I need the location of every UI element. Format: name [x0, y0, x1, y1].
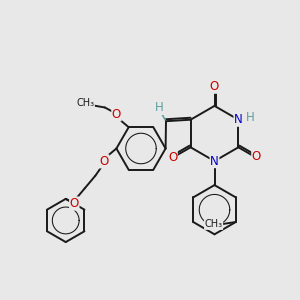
Text: O: O — [210, 80, 219, 93]
Text: N: N — [210, 154, 219, 168]
Text: O: O — [100, 155, 109, 168]
Text: O: O — [168, 151, 177, 164]
Text: O: O — [252, 150, 261, 164]
Text: CH₃: CH₃ — [76, 98, 94, 108]
Text: O: O — [112, 108, 121, 121]
Text: CH₃: CH₃ — [205, 219, 223, 230]
Text: H: H — [245, 111, 254, 124]
Text: O: O — [70, 197, 79, 210]
Text: H: H — [154, 101, 163, 114]
Text: N: N — [234, 113, 243, 126]
